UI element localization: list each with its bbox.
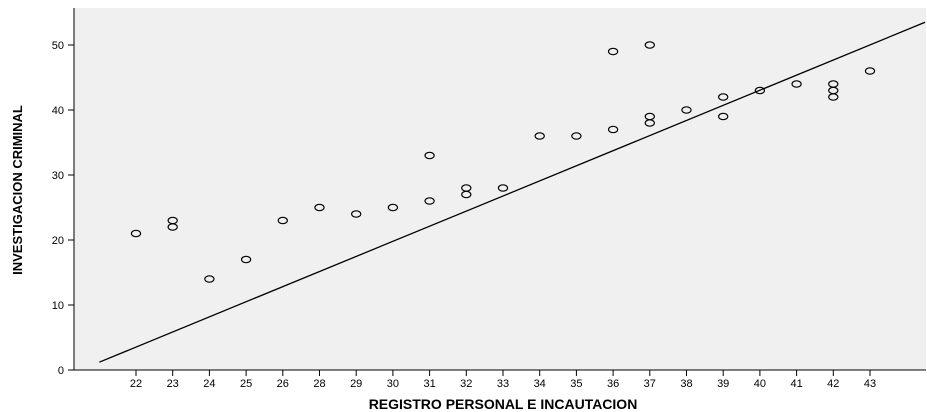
- x-tick-label: 29: [350, 378, 362, 390]
- points-layer: [130, 41, 876, 283]
- data-point: [607, 47, 619, 56]
- x-tick-label: 37: [644, 378, 656, 390]
- x-tick-label: 38: [680, 378, 692, 390]
- data-point: [130, 229, 142, 238]
- data-point: [754, 86, 766, 95]
- data-point: [461, 190, 472, 199]
- data-point: [607, 125, 619, 134]
- x-tick-label: 40: [754, 378, 766, 390]
- data-point: [277, 216, 288, 225]
- data-point: [167, 223, 178, 231]
- x-tick-label: 34: [534, 378, 546, 390]
- data-point: [791, 80, 802, 88]
- data-point: [497, 184, 509, 192]
- x-tick-label: 33: [497, 378, 509, 390]
- x-tick-label: 28: [313, 378, 325, 390]
- data-point: [864, 67, 876, 75]
- x-ticks-layer: 22 23 24 25 26 28 29 30 31 32 33 34 35 36 37 38 39 40 41 42…: [130, 370, 876, 390]
- data-point: [424, 197, 435, 205]
- x-tick-label: 22: [130, 378, 142, 390]
- data-point: [718, 112, 729, 121]
- x-tick-label: 41: [790, 378, 802, 390]
- y-tick-label: 0: [58, 365, 64, 377]
- x-axis-title: REGISTRO PERSONAL E INCAUTACION: [369, 396, 638, 412]
- x-tick-label: 25: [240, 378, 252, 390]
- y-tick-label: 20: [52, 235, 64, 247]
- data-point: [240, 255, 252, 264]
- x-tick-label: 31: [423, 378, 435, 390]
- y-tick-label: 10: [52, 300, 64, 312]
- x-tick-label: 35: [570, 378, 582, 390]
- fit-line: [99, 21, 926, 363]
- data-point: [424, 151, 435, 160]
- x-tick-label: 42: [827, 378, 839, 390]
- data-point: [387, 203, 399, 212]
- data-point: [828, 93, 839, 101]
- x-tick-label: 23: [167, 378, 179, 390]
- y-tick-label: 50: [52, 40, 64, 52]
- x-tick-label: 39: [717, 378, 729, 390]
- data-point: [351, 210, 362, 218]
- plot-area: [74, 8, 926, 370]
- data-point: [571, 132, 582, 140]
- y-axis-title: INVESTIGACION CRIMINAL: [10, 105, 25, 275]
- x-tick-label: 24: [203, 378, 215, 390]
- x-tick-label: 36: [607, 378, 619, 390]
- x-tick-label: 26: [277, 378, 289, 390]
- data-point: [718, 93, 729, 101]
- x-tick-label: 30: [387, 378, 399, 390]
- x-tick-label: 32: [460, 378, 472, 390]
- y-tick-label: 30: [52, 170, 64, 182]
- x-tick-label: 43: [864, 378, 876, 390]
- data-point: [314, 203, 325, 212]
- data-point: [204, 275, 215, 283]
- y-tick-label: 40: [52, 105, 64, 117]
- y-ticks-layer: 0 10 20 30 40 50: [52, 40, 74, 377]
- fit-line-layer: [99, 21, 926, 363]
- data-point: [534, 132, 545, 140]
- data-point: [644, 41, 656, 49]
- data-point: [644, 119, 656, 127]
- data-point: [681, 106, 692, 114]
